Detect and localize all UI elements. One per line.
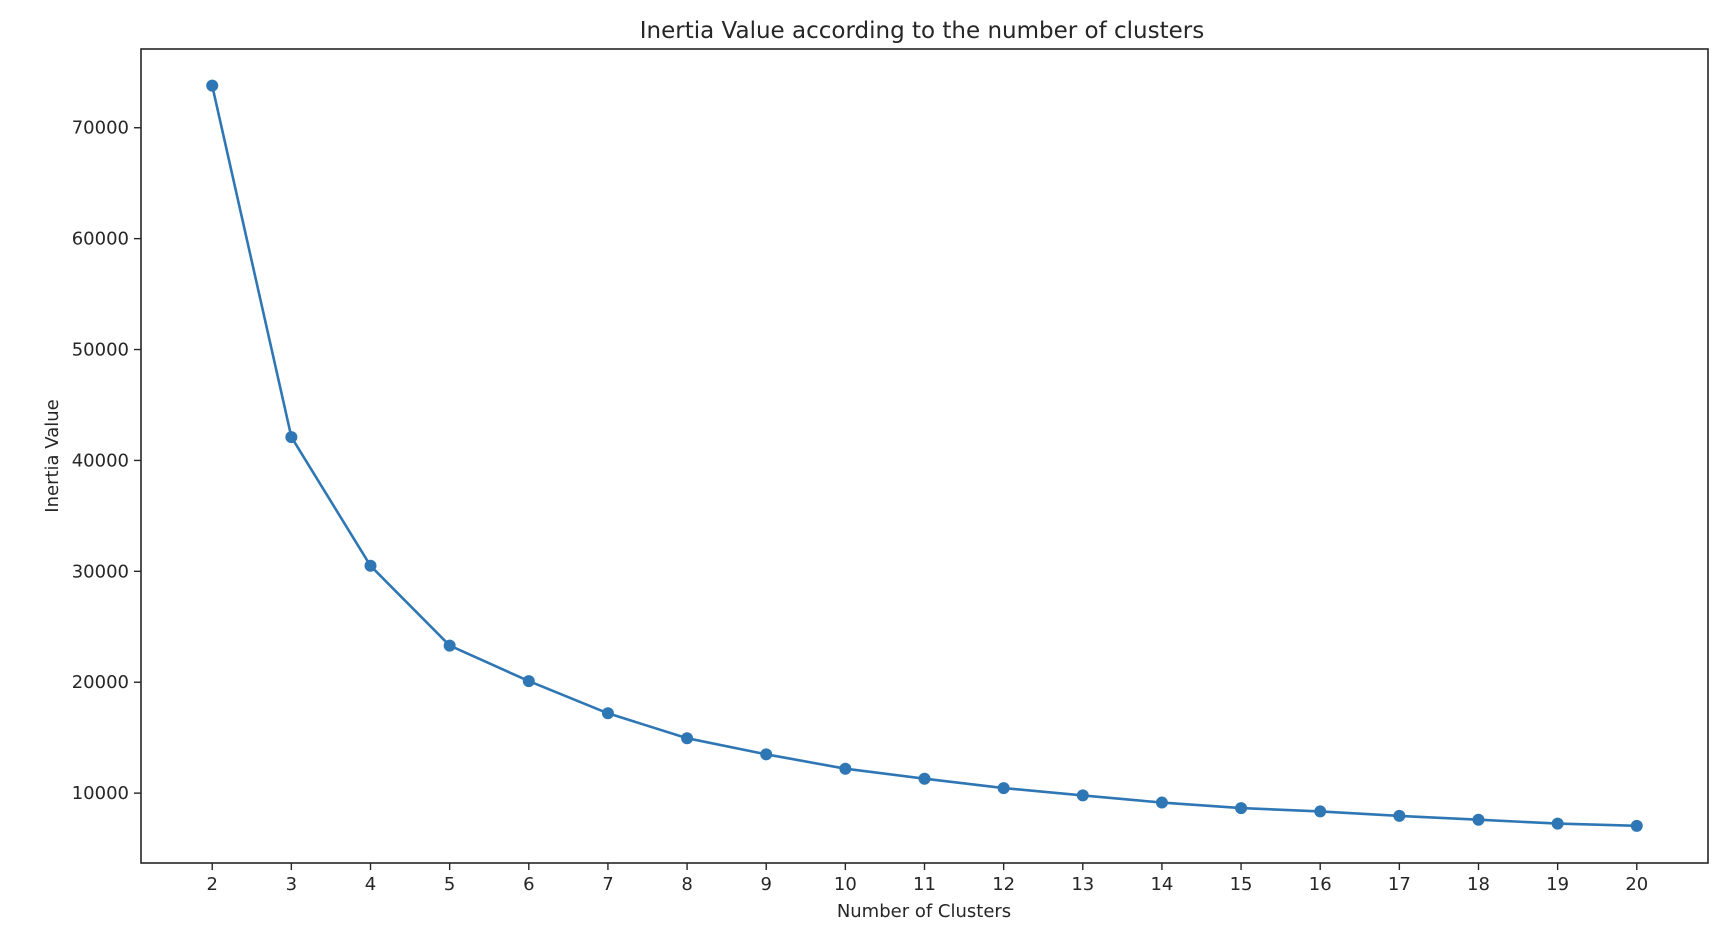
x-tick-label: 4 (365, 874, 376, 895)
y-tick-label: 30000 (72, 561, 129, 582)
y-axis: 10000 20000 30000 40000 50000 60000 70000 (72, 118, 141, 804)
x-tick-label: 6 (523, 874, 534, 895)
x-tick-label: 9 (760, 874, 771, 895)
data-point (206, 79, 219, 92)
plot-frame (140, 48, 1709, 864)
y-tick-label: 50000 (72, 340, 129, 361)
data-point (997, 782, 1010, 795)
x-tick-label: 16 (1309, 874, 1332, 895)
x-tick-label: 18 (1467, 874, 1490, 895)
y-tick-label: 60000 (72, 229, 129, 250)
x-tick-label: 5 (444, 874, 455, 895)
x-tick-label: 10 (834, 874, 857, 895)
x-tick-label: 14 (1150, 874, 1173, 895)
x-tick-label: 8 (681, 874, 692, 895)
x-tick-label: 11 (913, 874, 936, 895)
x-tick-label: 7 (602, 874, 613, 895)
data-point (760, 748, 773, 761)
data-point (1235, 802, 1248, 815)
x-tick-label: 2 (207, 874, 218, 895)
series-line (210, 85, 1637, 828)
data-point (1155, 796, 1168, 809)
y-tick-label: 40000 (72, 450, 129, 471)
data-point (1076, 789, 1089, 802)
y-tick-label: 10000 (72, 783, 129, 804)
data-point (1472, 813, 1485, 826)
data-point (1393, 809, 1406, 822)
x-tick-label: 19 (1546, 874, 1569, 895)
series-layer (206, 79, 1643, 832)
x-tick-label: 12 (992, 874, 1015, 895)
data-point (681, 732, 694, 745)
data-point (522, 675, 535, 688)
data-point (839, 762, 852, 775)
data-point (443, 639, 456, 652)
data-point (918, 772, 931, 785)
x-tick-label: 15 (1230, 874, 1253, 895)
x-tick-label: 20 (1625, 874, 1648, 895)
y-axis-label: Inertia Value (42, 399, 63, 512)
chart-title: Inertia Value according to the number of… (640, 18, 1204, 44)
y-tick-label: 70000 (72, 118, 129, 139)
x-axis-label: Number of Clusters (837, 901, 1011, 922)
data-point (285, 431, 298, 444)
x-axis: 2 3 4 5 6 7 8 9 10 11 12 13 14 15 16 17 18 19 20 (207, 863, 1648, 895)
x-tick-label: 17 (1388, 874, 1411, 895)
y-tick-label: 20000 (72, 672, 129, 693)
data-point (1551, 817, 1564, 830)
x-tick-label: 3 (286, 874, 297, 895)
data-point (364, 559, 377, 572)
data-point (601, 707, 614, 720)
data-point (1314, 805, 1327, 818)
x-tick-label: 13 (1071, 874, 1094, 895)
data-point (1630, 819, 1643, 832)
